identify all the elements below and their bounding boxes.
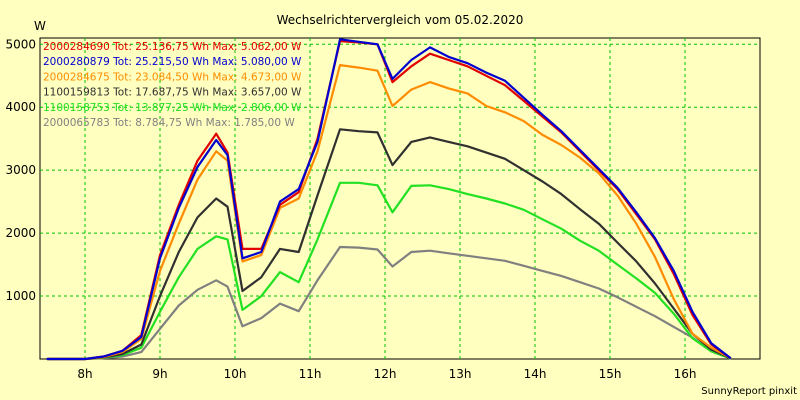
footer-credit: SunnyReport pinxit (701, 386, 797, 397)
x-tick-label: 13h (449, 367, 472, 381)
y-tick-label: 1000 (5, 289, 36, 303)
x-tick-label: 10h (224, 367, 247, 381)
series-lines (46, 38, 732, 361)
legend-entry: 2000284690 Tot: 25.136,75 Wh Max: 5.062,… (43, 41, 302, 53)
y-axis-unit: W (34, 19, 46, 33)
series-line (46, 181, 732, 361)
legend-entry: 2000284675 Tot: 23.084,50 Wh Max: 4.673,… (43, 71, 302, 83)
x-tick-label: 9h (152, 367, 167, 381)
x-tick-label: 16h (674, 367, 697, 381)
legend-entry: 2000280879 Tot: 25.215,50 Wh Max: 5.080,… (43, 56, 302, 68)
plot-area (39, 37, 761, 361)
x-tick-label: 14h (524, 367, 547, 381)
x-tick-label: 8h (77, 367, 92, 381)
x-axis-ticks: 8h 9h 10h 11h 12h 13h 14h 15h 16h (77, 367, 696, 381)
series-line (46, 128, 732, 361)
x-tick-label: 11h (299, 367, 322, 381)
series-line (46, 245, 732, 361)
series-line (46, 63, 732, 361)
x-tick-label: 12h (374, 367, 397, 381)
chart-title: Wechselrichtervergleich vom 05.02.2020 (277, 13, 524, 27)
legend-entry: 1100159813 Tot: 17.687,75 Wh Max: 3.657,… (43, 87, 302, 99)
y-axis-ticks: 1000 2000 3000 4000 5000 (5, 37, 36, 303)
y-tick-label: 2000 (5, 226, 36, 240)
y-tick-label: 5000 (5, 37, 36, 51)
legend-entry: 1100158753 Tot: 13.877,25 Wh Max: 2.806,… (43, 102, 302, 114)
series-line (46, 38, 732, 361)
legend-entry: 2000065783 Tot: 8.784,75 Wh Max: 1.785,0… (43, 117, 295, 129)
legend: 2000284690 Tot: 25.136,75 Wh Max: 5.062,… (43, 41, 302, 129)
y-tick-label: 3000 (5, 163, 36, 177)
y-tick-label: 4000 (5, 100, 36, 114)
x-tick-label: 15h (599, 367, 622, 381)
plot-frame (39, 37, 761, 360)
